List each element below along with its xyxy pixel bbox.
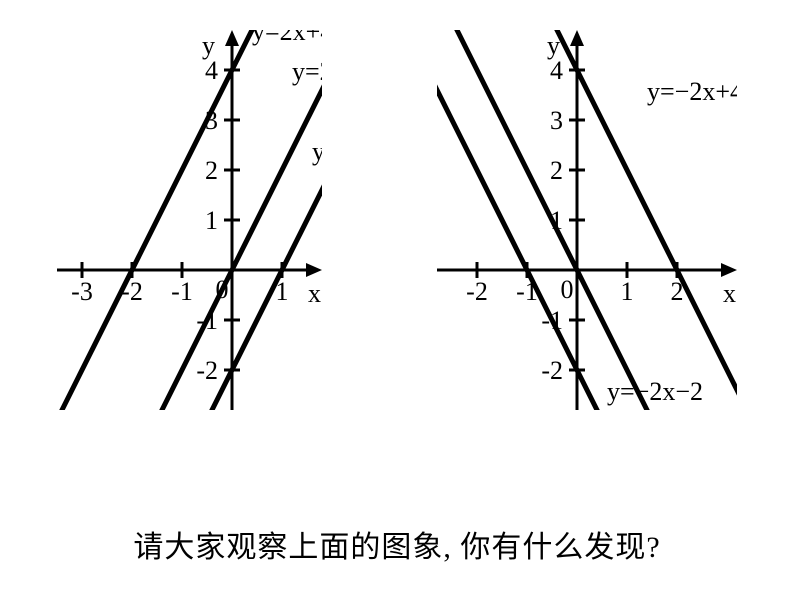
line-equation-label: y=−2x+4: [647, 77, 737, 106]
chart-svg: -2-112-2-112340xyy=−2xy=−2x+4y=−2x−2: [437, 30, 737, 410]
chart-svg: -3-2-11-2-112340xyy=2x+4y=2xy=2x−2: [57, 30, 322, 410]
x-tick-label: -3: [71, 277, 93, 306]
x-axis-arrow: [721, 263, 737, 277]
x-tick-label: 1: [620, 277, 633, 306]
origin-label: 0: [560, 275, 573, 304]
line-equation-label: y=2x+4: [252, 30, 322, 46]
x-axis-label: x: [308, 279, 321, 308]
y-axis-label: y: [202, 31, 215, 60]
x-axis-label: x: [723, 279, 736, 308]
x-tick-label: -1: [171, 277, 193, 306]
question-text: 请大家观察上面的图象, 你有什么发现?: [0, 522, 794, 566]
x-axis-arrow: [306, 263, 322, 277]
y-axis-arrow: [570, 30, 584, 46]
y-tick-label: 4: [205, 56, 218, 85]
y-tick-label: 2: [205, 156, 218, 185]
chart-line: [57, 90, 322, 410]
y-axis-arrow: [225, 30, 239, 46]
line-equation-label: y=2x: [292, 57, 322, 86]
line-equation-label: y=−2x−2: [607, 377, 703, 406]
y-tick-label: 3: [550, 106, 563, 135]
x-tick-label: -2: [466, 277, 488, 306]
right-chart: -2-112-2-112340xyy=−2xy=−2x+4y=−2x−2: [437, 30, 737, 415]
y-tick-label: 1: [205, 206, 218, 235]
y-tick-label: -2: [541, 356, 563, 385]
left-chart: -3-2-11-2-112340xyy=2x+4y=2xy=2x−2: [57, 30, 322, 415]
line-equation-label: y=2x−2: [312, 137, 322, 166]
y-tick-label: -2: [197, 356, 219, 385]
charts-container: -3-2-11-2-112340xyy=2x+4y=2xy=2x−2 -2-11…: [0, 0, 794, 415]
y-tick-label: 4: [550, 56, 563, 85]
y-tick-label: 2: [550, 156, 563, 185]
chart-line: [57, 30, 322, 410]
